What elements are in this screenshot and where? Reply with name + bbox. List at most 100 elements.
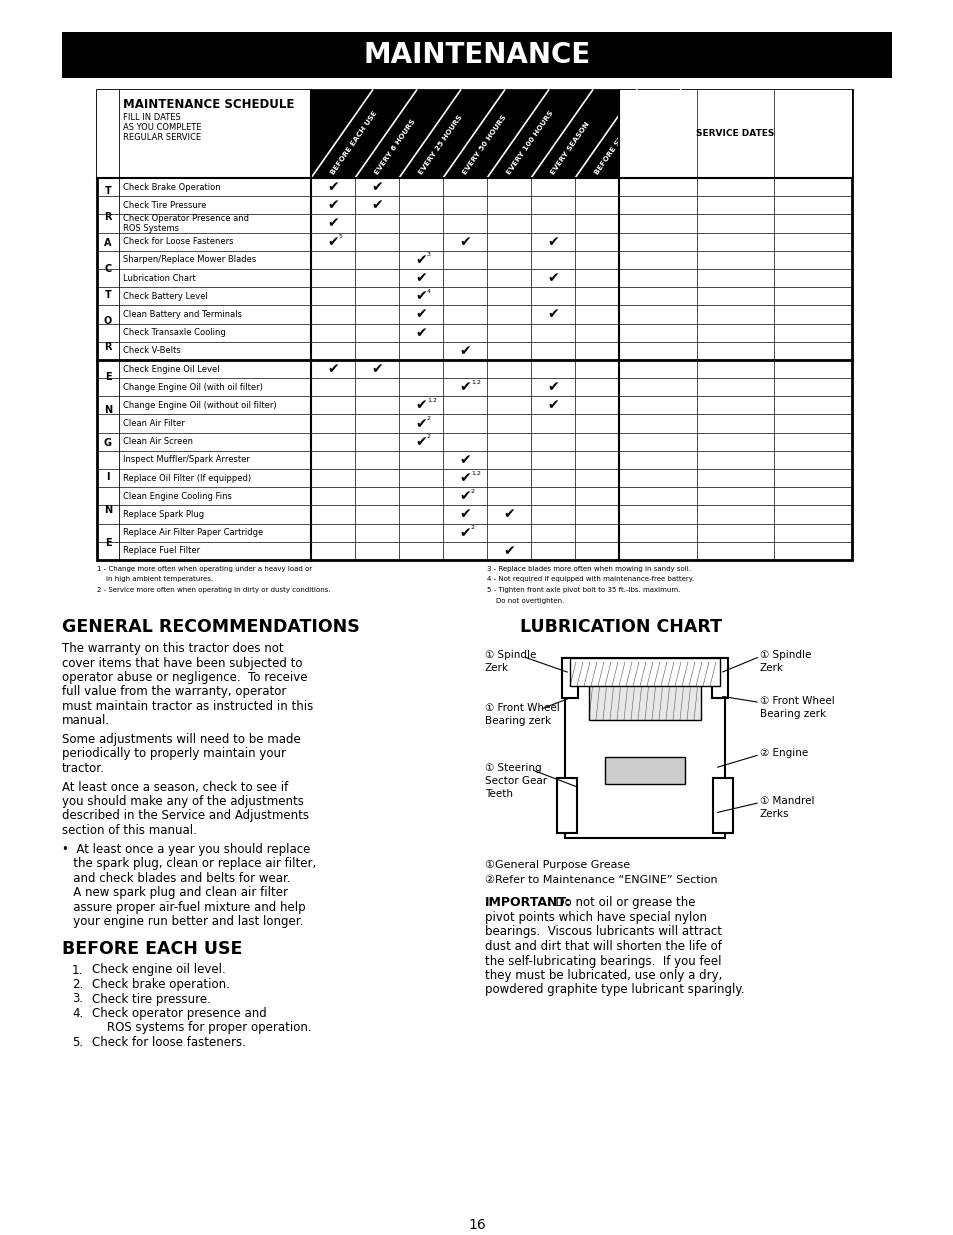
Text: powdered graphite type lubricant sparingly.: powdered graphite type lubricant sparing…	[484, 983, 743, 997]
Text: 4 - Not required if equipped with maintenance-free battery.: 4 - Not required if equipped with mainte…	[486, 577, 694, 583]
Text: FILL IN DATES: FILL IN DATES	[123, 112, 180, 122]
Text: Check Transaxle Cooling: Check Transaxle Cooling	[123, 329, 226, 337]
Text: Clean Air Filter: Clean Air Filter	[123, 419, 185, 429]
Bar	[604, 757, 684, 784]
Bar	[97, 90, 851, 559]
Text: Replace Air Filter Paper Cartridge: Replace Air Filter Paper Cartridge	[123, 529, 263, 537]
Text: ✔: ✔	[458, 343, 471, 358]
Text: Do not overtighten.: Do not overtighten.	[486, 598, 564, 604]
Text: 5 - Tighten front axle pivot bolt to 35 ft.-lbs. maximum.: 5 - Tighten front axle pivot bolt to 35 …	[486, 587, 679, 593]
Text: Check brake operation.: Check brake operation.	[91, 978, 230, 990]
Text: ✔: ✔	[415, 289, 426, 304]
Text: ✔: ✔	[327, 216, 338, 231]
Text: ②Refer to Maintenance “ENGINE” Section: ②Refer to Maintenance “ENGINE” Section	[484, 876, 717, 885]
Text: ✔: ✔	[327, 235, 338, 248]
Text: Lubrication Chart: Lubrication Chart	[123, 273, 195, 283]
Text: ① Mandrel: ① Mandrel	[760, 797, 814, 806]
Text: SERVICE DATES: SERVICE DATES	[696, 130, 774, 138]
Text: AS YOU COMPLETE: AS YOU COMPLETE	[123, 124, 201, 132]
Text: LUBRICATION CHART: LUBRICATION CHART	[519, 618, 721, 636]
Text: Change Engine Oil (with oil filter): Change Engine Oil (with oil filter)	[123, 383, 263, 391]
Text: Replace Oil Filter (If equipped): Replace Oil Filter (If equipped)	[123, 474, 251, 483]
Text: operator abuse or negligence.  To receive: operator abuse or negligence. To receive	[62, 671, 307, 684]
Text: Check engine oil level.: Check engine oil level.	[91, 963, 226, 977]
Text: 2: 2	[471, 525, 475, 530]
Text: ✔: ✔	[415, 435, 426, 448]
Text: A new spark plug and clean air filter: A new spark plug and clean air filter	[62, 885, 288, 899]
Text: 2 - Service more often when operating in dirty or dusty conditions.: 2 - Service more often when operating in…	[97, 587, 331, 593]
Text: ✔: ✔	[547, 270, 558, 285]
Text: 1 - Change more often when operating under a heavy load or: 1 - Change more often when operating und…	[97, 566, 312, 572]
Text: bearings.  Viscous lubricants will attract: bearings. Viscous lubricants will attrac…	[484, 925, 721, 939]
Text: Check Operator Presence and
ROS Systems: Check Operator Presence and ROS Systems	[123, 214, 249, 233]
Text: ✔: ✔	[327, 199, 338, 212]
Text: REGULAR SERVICE: REGULAR SERVICE	[123, 133, 201, 142]
Text: The warranty on this tractor does not: The warranty on this tractor does not	[62, 642, 283, 655]
Text: O: O	[104, 316, 112, 326]
Text: 1,2: 1,2	[427, 398, 436, 403]
Text: ✔: ✔	[371, 362, 382, 375]
Text: ✔: ✔	[415, 399, 426, 412]
Text: 4: 4	[427, 289, 431, 294]
Text: ✔: ✔	[458, 235, 471, 248]
Text: ① Front Wheel: ① Front Wheel	[484, 703, 559, 713]
Text: Do not oil or grease the: Do not oil or grease the	[547, 897, 695, 909]
Text: MAINTENANCE: MAINTENANCE	[363, 41, 590, 69]
Text: in high ambient temperatures.: in high ambient temperatures.	[97, 577, 213, 583]
Bar	[557, 778, 577, 832]
Bar	[712, 778, 732, 832]
Bar	[564, 658, 724, 839]
Bar	[588, 663, 700, 720]
Text: At least once a season, check to see if: At least once a season, check to see if	[62, 781, 288, 794]
Text: A: A	[104, 238, 112, 248]
Text: MAINTENANCE SCHEDULE: MAINTENANCE SCHEDULE	[123, 98, 294, 111]
Text: dust and dirt that will shorten the life of: dust and dirt that will shorten the life…	[484, 940, 721, 953]
Text: T: T	[105, 186, 112, 196]
Text: Check operator presence and: Check operator presence and	[91, 1007, 267, 1020]
Text: ✔: ✔	[371, 180, 382, 194]
Text: Check Tire Pressure: Check Tire Pressure	[123, 201, 206, 210]
Text: N: N	[104, 505, 112, 515]
Text: ✔: ✔	[458, 453, 471, 467]
Text: 2: 2	[427, 435, 431, 440]
Text: ✔: ✔	[502, 543, 515, 558]
Text: Change Engine Oil (without oil filter): Change Engine Oil (without oil filter)	[123, 401, 276, 410]
Text: GENERAL RECOMMENDATIONS: GENERAL RECOMMENDATIONS	[62, 618, 359, 636]
Text: BEFORE EACH USE: BEFORE EACH USE	[62, 940, 242, 957]
Text: Replace Spark Plug: Replace Spark Plug	[123, 510, 204, 519]
Bar	[561, 658, 578, 698]
Text: EVERY 50 HOURS: EVERY 50 HOURS	[461, 115, 507, 177]
Text: Check Brake Operation: Check Brake Operation	[123, 183, 220, 191]
Text: BEFORE EACH USE: BEFORE EACH USE	[330, 110, 378, 177]
Text: and check blades and belts for wear.: and check blades and belts for wear.	[62, 872, 291, 884]
Text: ① Spindle: ① Spindle	[484, 650, 536, 659]
Text: pivot points which have special nylon: pivot points which have special nylon	[484, 911, 706, 924]
Text: Clean Air Screen: Clean Air Screen	[123, 437, 193, 446]
Text: ✔: ✔	[547, 380, 558, 394]
Text: Zerk: Zerk	[484, 663, 509, 673]
Text: Bearing zerk: Bearing zerk	[760, 709, 825, 719]
Text: I: I	[106, 472, 110, 482]
Text: 3.: 3.	[71, 993, 83, 1005]
Text: ① Spindle: ① Spindle	[760, 650, 810, 659]
Text: 3: 3	[427, 252, 431, 257]
Text: T: T	[105, 290, 112, 300]
Bar	[62, 32, 891, 78]
Text: ✔: ✔	[415, 416, 426, 431]
Text: Check tire pressure.: Check tire pressure.	[91, 993, 211, 1005]
Text: Check V-Belts: Check V-Belts	[123, 346, 180, 356]
Text: E: E	[105, 372, 112, 382]
Text: ① Front Wheel: ① Front Wheel	[760, 697, 834, 706]
Text: Check Battery Level: Check Battery Level	[123, 291, 208, 301]
Text: described in the Service and Adjustments: described in the Service and Adjustments	[62, 809, 309, 823]
Text: section of this manual.: section of this manual.	[62, 824, 196, 837]
Text: Sector Gear: Sector Gear	[484, 776, 547, 785]
Text: full value from the warranty, operator: full value from the warranty, operator	[62, 685, 286, 699]
Text: they must be lubricated, use only a dry,: they must be lubricated, use only a dry,	[484, 969, 721, 982]
Text: your engine run better and last longer.: your engine run better and last longer.	[62, 915, 303, 927]
Text: 1,2: 1,2	[471, 471, 480, 475]
Bar	[311, 90, 618, 178]
Text: the self-lubricating bearings.  If you feel: the self-lubricating bearings. If you fe…	[484, 955, 720, 967]
Text: E: E	[105, 538, 112, 548]
Text: 3 - Replace blades more often when mowing in sandy soil.: 3 - Replace blades more often when mowin…	[486, 566, 690, 572]
